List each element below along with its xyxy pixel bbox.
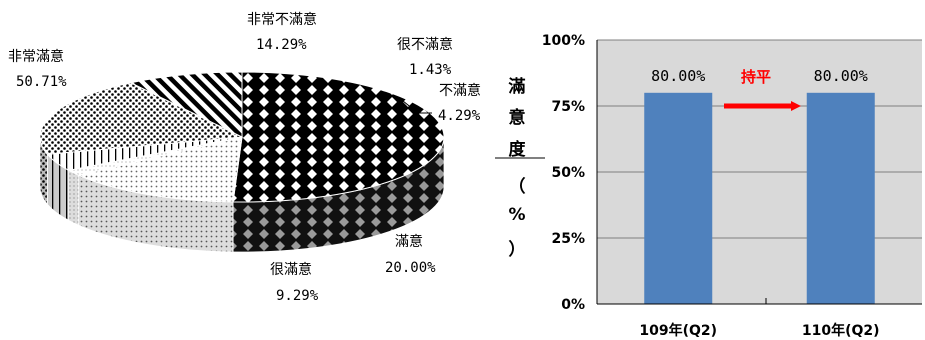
pie-slice-5 xyxy=(129,71,243,138)
y-tick-3: 75% xyxy=(551,99,585,115)
bar-value-labels: 80.00% 80.00% xyxy=(651,67,868,85)
y-tick-labels: 0% 25% 50% 75% 100% xyxy=(542,33,585,313)
pie-label-category-5: 很滿意 xyxy=(270,261,312,278)
bar-chart: 0%25%50%75%100% 109年(Q2) 110年(Q2) 80.00% 8… xyxy=(495,33,922,339)
y-tick-0: 0% xyxy=(561,297,585,313)
y-tick-2: 50% xyxy=(551,165,585,181)
pie-label-value-2: 1.43% xyxy=(409,62,452,78)
pie-slices xyxy=(39,71,445,203)
pie-label-value-3: 4.29% xyxy=(438,108,481,124)
bar-value-label-0: 80.00% xyxy=(651,67,705,85)
pie-label-value-1: 14.29% xyxy=(256,37,307,53)
pie-label-category-0: 非常滿意 xyxy=(8,48,64,65)
leader-line-2 xyxy=(397,100,432,114)
bar-0 xyxy=(644,92,713,304)
pie-chart: 非常滿意 50.71% 非常不滿意 14.29% 很不滿意 1.43% 不滿意 … xyxy=(8,11,481,304)
x-tick-1: 110年(Q2) xyxy=(802,322,880,339)
pie-slice-1 xyxy=(77,136,243,203)
pie-label-value-0: 50.71% xyxy=(16,74,67,90)
pie-label-category-4: 滿意 xyxy=(395,233,423,250)
pie-side-2 xyxy=(68,169,80,226)
bar-1 xyxy=(806,92,875,304)
x-tick-0: 109年(Q2) xyxy=(639,322,717,339)
pie-slice-4 xyxy=(39,82,244,155)
pie-label-category-3: 不滿意 xyxy=(439,82,481,99)
pie-leader-lines xyxy=(397,100,436,122)
bars xyxy=(644,92,875,304)
pie-label-value-4: 20.00% xyxy=(385,260,436,276)
pie-slice-0 xyxy=(232,71,445,203)
y-axis-title: 滿意度（%） xyxy=(508,76,526,260)
bar-value-label-1: 80.00% xyxy=(814,67,868,85)
pie-label-category-2: 很不滿意 xyxy=(397,36,453,53)
x-tick-labels: 109年(Q2) 110年(Q2) xyxy=(639,322,879,339)
pie-label-category-1: 非常不滿意 xyxy=(247,11,317,28)
annotation-text: 持平 xyxy=(741,68,771,86)
pie-label-value-5: 9.29% xyxy=(276,288,319,304)
y-axis-title-text: 滿意度（%） xyxy=(508,76,526,260)
y-tick-1: 25% xyxy=(551,231,585,247)
y-tick-4: 100% xyxy=(542,33,585,49)
